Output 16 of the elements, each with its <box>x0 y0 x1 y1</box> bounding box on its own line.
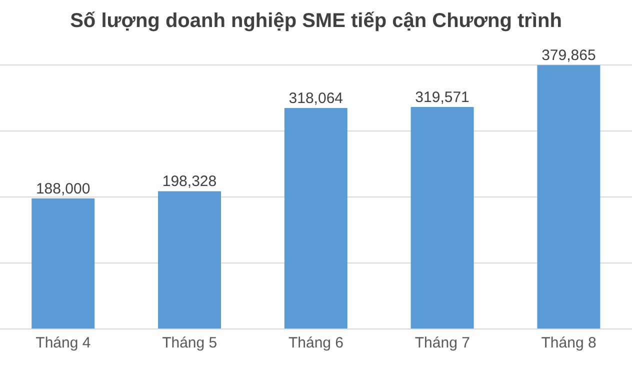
bar <box>158 191 221 329</box>
bar <box>32 198 95 329</box>
x-tick-label: Tháng 6 <box>288 334 344 352</box>
bar <box>537 65 600 329</box>
data-label: 379,865 <box>542 47 596 64</box>
x-tick-label: Tháng 5 <box>162 334 218 352</box>
data-label: 318,064 <box>288 90 344 108</box>
x-tick-label: Tháng 7 <box>414 334 470 352</box>
data-label: 188,000 <box>36 180 90 198</box>
bar <box>410 106 474 329</box>
x-tick-label: Tháng 4 <box>36 334 91 352</box>
data-label: 319,571 <box>415 88 470 106</box>
x-tick-label: Tháng 8 <box>541 334 596 352</box>
data-label: 198,328 <box>162 173 217 190</box>
bar <box>284 108 348 329</box>
chart-title: Số lượng doanh nghiệp SME tiếp cận Chương trình <box>69 10 563 33</box>
